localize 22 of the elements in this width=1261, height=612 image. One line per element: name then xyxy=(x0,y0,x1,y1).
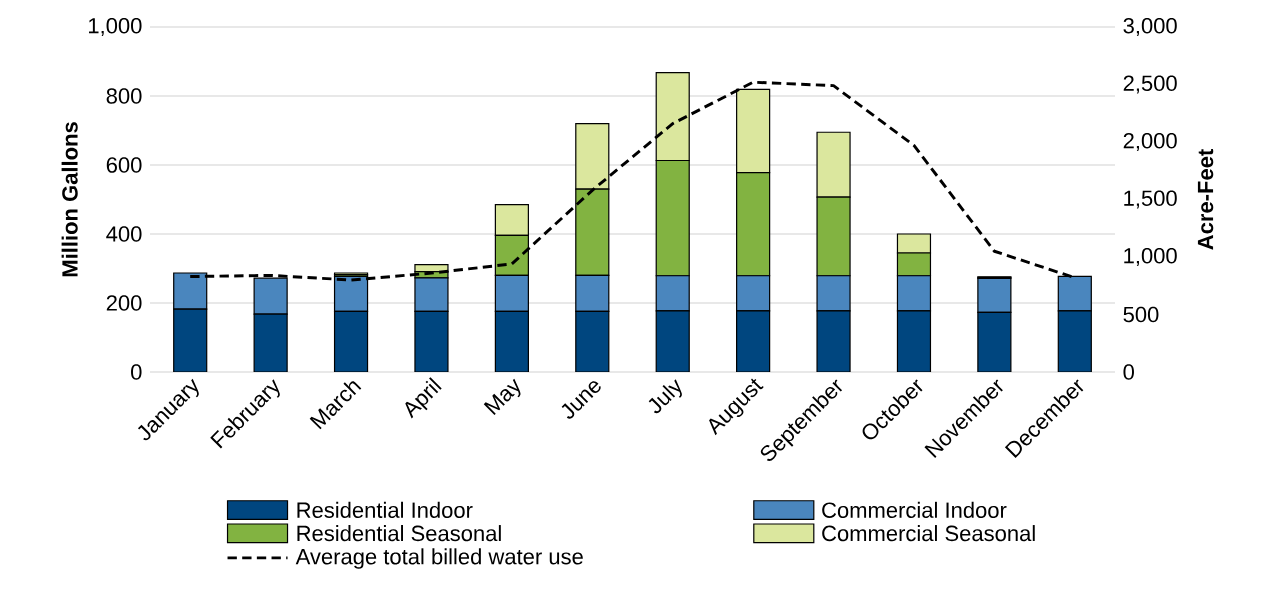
y-tick-label: 800 xyxy=(106,88,142,104)
y-axis-title: Million Gallons xyxy=(61,122,78,277)
y-tick-label: 1,000 xyxy=(89,17,142,37)
legend-label: Average total billed water use xyxy=(295,548,583,569)
legend-label: Commercial Indoor xyxy=(822,501,1007,518)
y2-tick-label: 1,500 xyxy=(1124,190,1177,209)
legend-label: Commercial Seasonal xyxy=(822,525,1035,542)
y-tick-label: 0 xyxy=(131,364,142,380)
y2-tick-label: 3,000 xyxy=(1123,17,1177,37)
legend-label: Residential Indoor xyxy=(297,501,473,518)
legend-label: Residential Seasonal xyxy=(297,525,501,542)
y2-tick-label: 2,000 xyxy=(1123,132,1177,152)
y-tick-label: 400 xyxy=(106,226,142,242)
x-tick-label: July xyxy=(648,379,682,414)
y2-tick-label: 0 xyxy=(1123,364,1134,380)
y2-tick-label: 500 xyxy=(1123,306,1159,323)
y2-tick-label: 2,500 xyxy=(1123,75,1177,94)
y-tick-label: 200 xyxy=(106,295,142,311)
y2-tick-label: 1,000 xyxy=(1124,247,1177,267)
y-tick-label: 600 xyxy=(106,157,142,173)
y2-axis-title: Acre-Feet xyxy=(1197,149,1214,250)
x-tick-label: May xyxy=(483,378,521,415)
